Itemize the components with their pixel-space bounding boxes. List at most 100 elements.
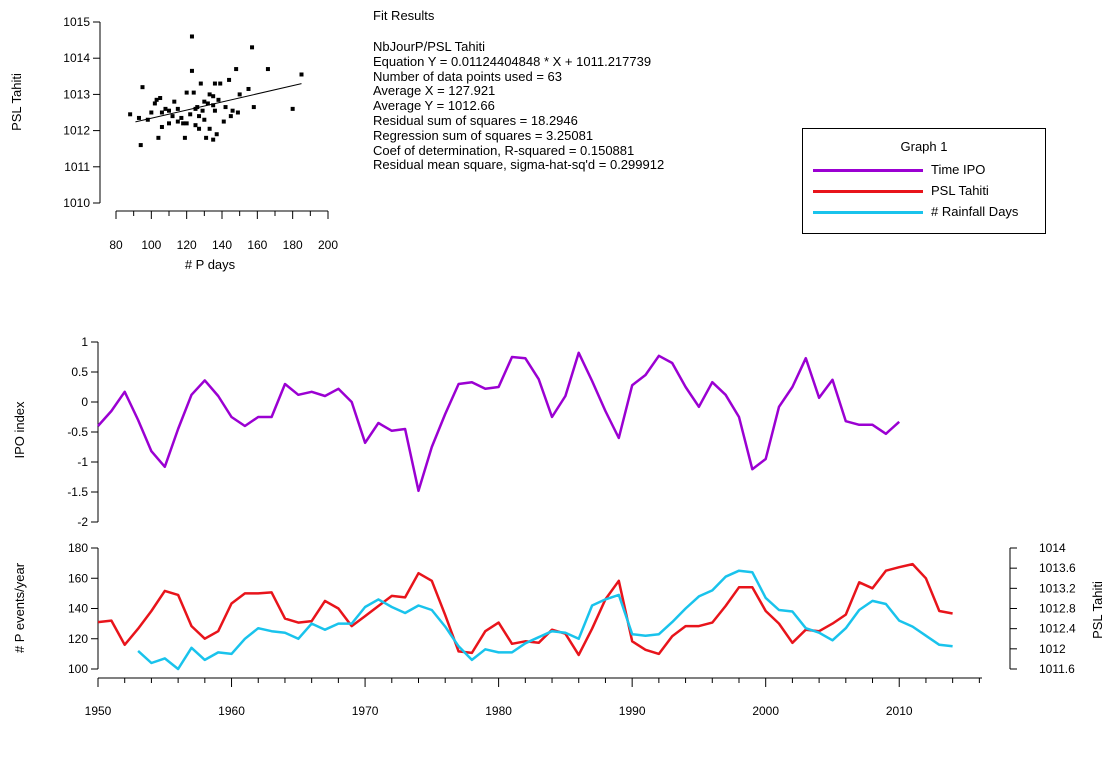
fit-line: Equation Y = 0.01124404848 * X + 1011.21…: [373, 53, 652, 69]
scatter-point: [237, 92, 242, 97]
scatter-point: [202, 117, 207, 122]
scatter-point: [216, 97, 221, 102]
ipo-ytick-label: -0.5: [67, 425, 88, 439]
scatter-point: [128, 112, 133, 117]
fit-line: Coef of determination, R-squared = 0.150…: [373, 142, 635, 158]
scatter-point: [207, 92, 212, 97]
scatter-point: [156, 135, 161, 140]
scatter-point: [189, 68, 194, 73]
scatter-point: [189, 34, 194, 39]
scatter-xtick-label: 100: [141, 238, 161, 252]
rainfall-psl-plot: # P events/year PSL Tahiti 100 120 140 160 1…: [12, 541, 1105, 718]
scatter-point: [212, 81, 217, 86]
bottom-xtick-label: 1970: [352, 704, 379, 718]
scatter-point: [195, 105, 200, 110]
scatter-xlabel: # P days: [185, 257, 236, 272]
scatter-point: [193, 123, 198, 128]
ipo-ytick-label: -1.5: [67, 485, 88, 499]
scatter-point: [290, 106, 295, 111]
scatter-xtick-label: 140: [212, 238, 232, 252]
scatter-xtick-label: 180: [283, 238, 303, 252]
scatter-point: [152, 101, 157, 106]
bottom-y2tick-label: 1013.6: [1039, 561, 1076, 575]
fit-line: Residual sum of squares = 18.2946: [373, 112, 578, 128]
scatter-point: [235, 110, 240, 115]
legend-entry-psl-tahiti: PSL Tahiti: [813, 181, 1043, 201]
bottom-ytick-label: 180: [68, 541, 88, 555]
ipo-plot: IPO index -2 -1.5 -1 -0.5 0 0.5 1: [12, 335, 901, 529]
bottom-ylabel: # P events/year: [12, 562, 27, 653]
scatter-point: [197, 126, 202, 131]
scatter-xtick-label: 80: [109, 238, 123, 252]
scatter-point: [227, 77, 232, 82]
scatter-point: [138, 143, 143, 148]
ipo-ytick-label: 0.5: [71, 365, 88, 379]
bottom-y2label: PSL Tahiti: [1090, 581, 1105, 639]
scatter-point: [170, 114, 175, 119]
bottom-ytick-label: 120: [68, 632, 88, 646]
ipo-ylabel: IPO index: [12, 401, 27, 459]
legend-entry-rainfall-days: # Rainfall Days: [813, 202, 1043, 222]
scatter-point: [149, 110, 154, 115]
scatter-ytick-label: 1012: [63, 124, 90, 138]
fit-line: Regression sum of squares = 3.25081: [373, 127, 594, 143]
scatter-xtick-label: 200: [318, 238, 338, 252]
scatter-point: [212, 108, 217, 113]
legend-label: # Rainfall Days: [931, 204, 1019, 219]
scatter-point: [230, 108, 235, 113]
scatter-point: [218, 81, 223, 86]
scatter-point: [159, 110, 164, 115]
bottom-xtick-label: 1990: [619, 704, 646, 718]
fit-line: NbJourP/PSL Tahiti: [373, 39, 486, 54]
bottom-y2tick-label: 1012.8: [1039, 602, 1076, 616]
scatter-point: [167, 108, 171, 113]
scatter-point: [207, 126, 212, 131]
scatter-point: [136, 115, 141, 120]
bottom-y2tick-label: 1012: [1039, 642, 1066, 656]
scatter-point: [188, 112, 193, 117]
bottom-xtick-label: 2000: [752, 704, 779, 718]
ipo-ytick-label: 1: [81, 335, 88, 349]
scatter-point: [145, 117, 150, 122]
scatter-point: [299, 72, 304, 77]
fit-line: Residual mean square, sigma-hat-sq'd = 0…: [373, 157, 665, 173]
fit-results-text: NbJourP/PSL Tahiti Equation Y = 0.011244…: [373, 39, 665, 173]
scatter-point: [228, 114, 233, 119]
bottom-xtick-label: 2010: [886, 704, 913, 718]
scatter-plot: PSL Tahiti # P days 1010 1011 1012 1013 1014…: [9, 15, 338, 272]
bottom-y2tick-label: 1012.4: [1039, 622, 1076, 636]
scatter-point: [234, 67, 239, 72]
scatter-ytick-label: 1014: [63, 51, 90, 65]
scatter-point: [175, 119, 180, 124]
bottom-xtick-label: 1960: [218, 704, 245, 718]
legend-entry-time-ipo: Time IPO: [813, 160, 1043, 180]
scatter-point: [158, 96, 163, 101]
scatter-xtick-label: 160: [247, 238, 267, 252]
scatter-point: [172, 99, 177, 104]
scatter-point: [223, 105, 228, 110]
ipo-ytick-label: 0: [81, 395, 88, 409]
scatter-point: [191, 90, 196, 95]
scatter-point: [184, 121, 189, 126]
ipo-ytick-label: -2: [77, 515, 88, 529]
fit-results-title: Fit Results: [373, 8, 435, 23]
scatter-ytick-label: 1015: [63, 15, 90, 29]
scatter-point: [198, 81, 203, 86]
scatter-xtick-label: 120: [177, 238, 197, 252]
bottom-ytick-label: 100: [68, 662, 88, 676]
scatter-point: [163, 106, 168, 111]
psl-series-line: [97, 562, 953, 657]
bottom-y2tick-label: 1013.2: [1039, 581, 1076, 595]
fit-line: Average X = 127.921: [373, 83, 496, 99]
legend-swatch: [813, 169, 923, 172]
fit-line: Average Y = 1012.66: [373, 98, 495, 114]
ipo-ytick-label: -1: [77, 455, 88, 469]
scatter-point: [154, 97, 159, 102]
legend-title: Graph 1: [900, 139, 948, 154]
scatter-point: [159, 124, 164, 129]
scatter-point: [211, 137, 216, 142]
ipo-series-line: [97, 351, 901, 493]
scatter-point: [140, 85, 145, 90]
scatter-ylabel: PSL Tahiti: [9, 73, 24, 131]
